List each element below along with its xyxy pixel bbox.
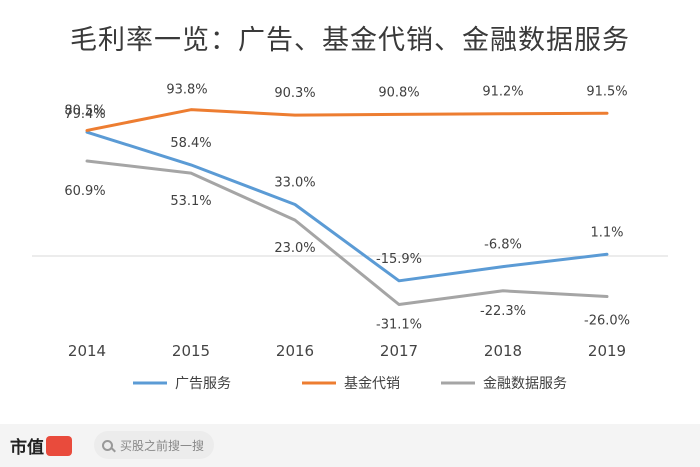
data-label-fund: 80.5% — [64, 103, 105, 118]
data-label-data: 53.1% — [170, 194, 211, 209]
brand-logo-text: 市值 — [10, 438, 44, 458]
legend-label-fund: 基金代销 — [344, 375, 400, 392]
series-line-ad — [85, 130, 609, 283]
data-label-fund: 90.8% — [378, 85, 419, 100]
series-line-data — [85, 159, 609, 307]
chart-title: 毛利率一览：广告、基金代销、金融数据服务 — [70, 25, 630, 56]
brand-logo[interactable]: 市值 — [10, 433, 72, 458]
data-label-ad: 79.4% — [64, 107, 105, 122]
data-label-data: -22.3% — [480, 304, 526, 319]
data-label-ad: 1.1% — [590, 225, 623, 240]
search-box[interactable]: 买股之前搜一搜 — [94, 431, 214, 459]
x-tick-label: 2014 — [68, 342, 106, 360]
data-label-data: 60.9% — [64, 184, 105, 199]
chart-frame: 毛利率一览：广告、基金代销、金融数据服务 2014 2015 2016 2017 201… — [32, 25, 668, 392]
x-tick-label: 2015 — [172, 342, 210, 360]
line-chart: 2014 2015 2016 2017 2018 2019 79.4% 58.4% 33.0% -… — [32, 83, 668, 392]
footer-bar: 市值 买股之前搜一搜 — [0, 424, 700, 467]
data-label-ad: -15.9% — [376, 252, 422, 267]
series-line-fund — [85, 108, 609, 132]
data-label-data: -26.0% — [584, 314, 630, 329]
data-label-data: -31.1% — [376, 318, 422, 333]
legend-label-data: 金融数据服务 — [483, 376, 567, 392]
data-label-data: 23.0% — [274, 241, 315, 256]
legend-label-ad: 广告服务 — [175, 376, 231, 392]
data-label-fund: 93.8% — [166, 83, 207, 98]
x-tick-label: 2017 — [380, 342, 418, 360]
x-tick-label: 2018 — [484, 342, 522, 360]
x-tick-label: 2016 — [276, 342, 314, 360]
data-label-ad: 58.4% — [170, 136, 211, 151]
x-tick-label: 2019 — [588, 342, 626, 360]
data-label-fund: 91.5% — [586, 84, 627, 99]
data-label-fund: 90.3% — [274, 86, 315, 101]
data-label-ad: -6.8% — [484, 238, 522, 253]
search-icon — [102, 439, 113, 451]
search-placeholder: 买股之前搜一搜 — [120, 438, 205, 453]
data-label-fund: 91.2% — [482, 85, 523, 100]
data-label-ad: 33.0% — [274, 176, 315, 191]
brand-mark-icon — [46, 435, 72, 456]
